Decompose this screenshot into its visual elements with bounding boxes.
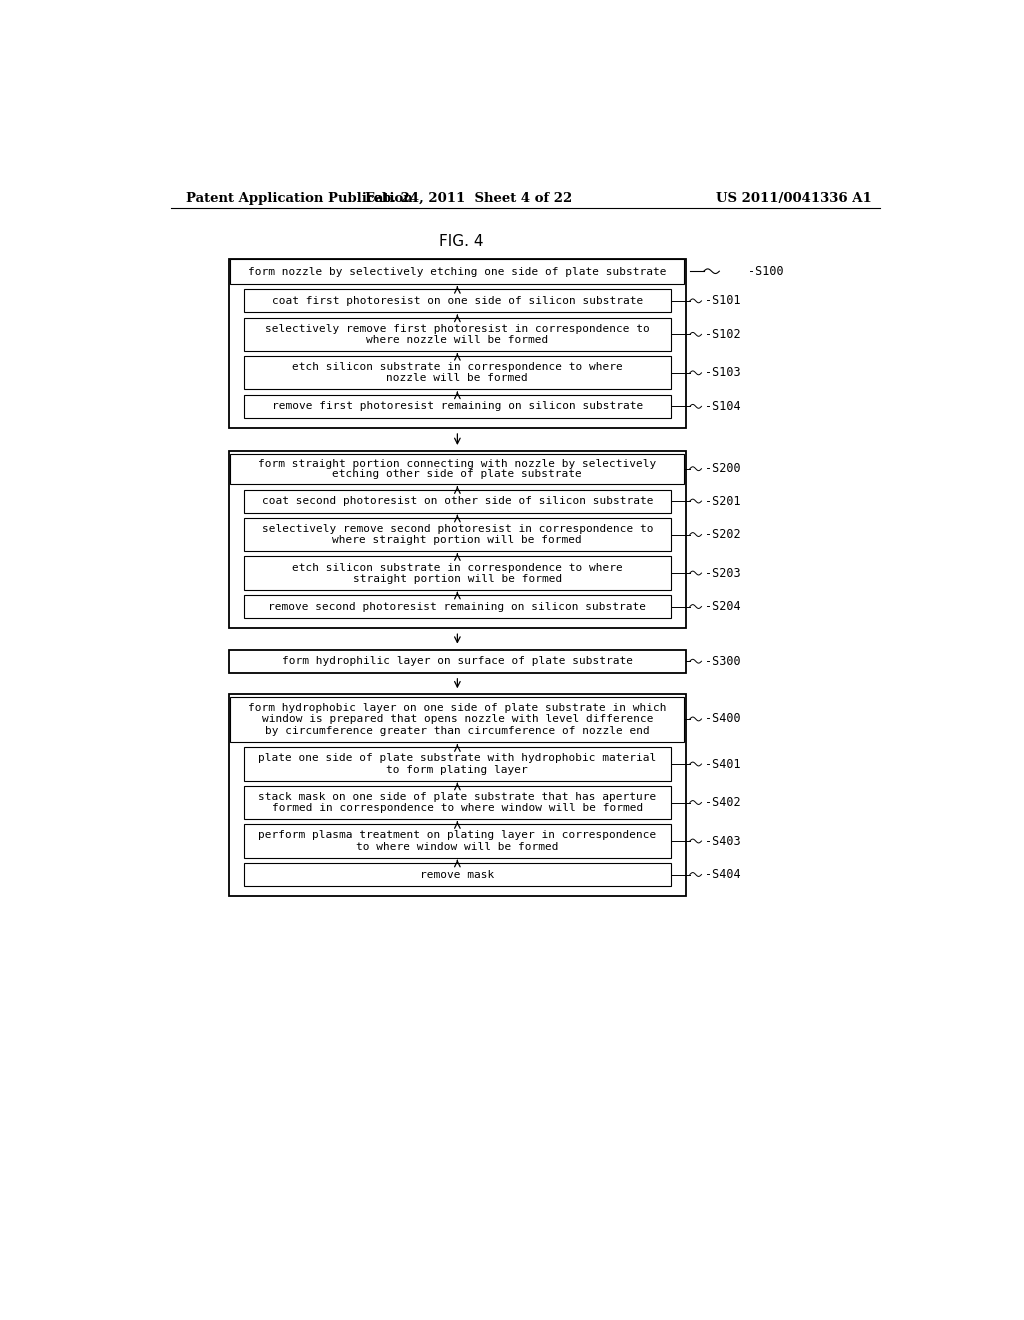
Text: by circumference greater than circumference of nozzle end: by circumference greater than circumfere… <box>265 726 650 735</box>
Text: -S300: -S300 <box>706 655 741 668</box>
Bar <box>245 395 671 418</box>
Text: formed in correspondence to where window will be formed: formed in correspondence to where window… <box>271 803 643 813</box>
Text: window is prepared that opens nozzle with level difference: window is prepared that opens nozzle wit… <box>261 714 653 725</box>
Text: form straight portion connecting with nozzle by selectively: form straight portion connecting with no… <box>258 459 656 469</box>
Bar <box>245 356 671 389</box>
Text: nozzle will be formed: nozzle will be formed <box>386 374 528 383</box>
Text: -S103: -S103 <box>706 367 741 379</box>
Text: where nozzle will be formed: where nozzle will be formed <box>367 335 549 345</box>
Text: selectively remove first photoresist in correspondence to: selectively remove first photoresist in … <box>265 323 650 334</box>
Bar <box>245 318 671 351</box>
Text: -S201: -S201 <box>706 495 741 508</box>
Text: -S400: -S400 <box>706 713 741 726</box>
Text: coat first photoresist on one side of silicon substrate: coat first photoresist on one side of si… <box>271 296 643 306</box>
Bar <box>245 747 671 780</box>
Bar <box>245 595 671 618</box>
Text: etching other side of plate substrate: etching other side of plate substrate <box>333 469 583 479</box>
Text: selectively remove second photoresist in correspondence to: selectively remove second photoresist in… <box>261 524 653 535</box>
Text: form hydrophobic layer on one side of plate substrate in which: form hydrophobic layer on one side of pl… <box>248 704 667 713</box>
Text: straight portion will be formed: straight portion will be formed <box>352 574 562 583</box>
Text: -S203: -S203 <box>706 566 741 579</box>
Text: stack mask on one side of plate substrate that has aperture: stack mask on one side of plate substrat… <box>258 792 656 803</box>
Text: Feb. 24, 2011  Sheet 4 of 22: Feb. 24, 2011 Sheet 4 of 22 <box>366 191 572 205</box>
Text: FIG. 4: FIG. 4 <box>439 234 483 249</box>
Text: -S403: -S403 <box>706 834 741 847</box>
Text: -S104: -S104 <box>706 400 741 413</box>
Text: Patent Application Publication: Patent Application Publication <box>186 191 413 205</box>
Bar <box>228 649 686 673</box>
Text: -S200: -S200 <box>706 462 741 475</box>
Bar <box>245 557 671 590</box>
Text: form hydrophilic layer on surface of plate substrate: form hydrophilic layer on surface of pla… <box>282 656 633 667</box>
Bar <box>230 697 684 742</box>
Text: to form plating layer: to form plating layer <box>386 764 528 775</box>
Text: coat second photoresist on other side of silicon substrate: coat second photoresist on other side of… <box>261 496 653 506</box>
Text: to where window will be formed: to where window will be formed <box>356 842 559 851</box>
Text: -S404: -S404 <box>706 869 741 880</box>
Text: -S100: -S100 <box>748 265 783 277</box>
Bar <box>245 289 671 313</box>
Bar <box>230 259 684 284</box>
Bar <box>245 825 671 858</box>
Text: perform plasma treatment on plating layer in correspondence: perform plasma treatment on plating laye… <box>258 830 656 841</box>
Text: etch silicon substrate in correspondence to where: etch silicon substrate in correspondence… <box>292 562 623 573</box>
Text: remove mask: remove mask <box>420 870 495 879</box>
Bar <box>245 490 671 512</box>
Text: -S402: -S402 <box>706 796 741 809</box>
Bar <box>245 517 671 552</box>
Text: -S101: -S101 <box>706 294 741 308</box>
Bar <box>245 863 671 886</box>
Text: US 2011/0041336 A1: US 2011/0041336 A1 <box>716 191 872 205</box>
Bar <box>245 785 671 818</box>
Text: remove first photoresist remaining on silicon substrate: remove first photoresist remaining on si… <box>271 401 643 412</box>
Text: plate one side of plate substrate with hydrophobic material: plate one side of plate substrate with h… <box>258 754 656 763</box>
Text: etch silicon substrate in correspondence to where: etch silicon substrate in correspondence… <box>292 362 623 372</box>
Bar <box>230 454 684 484</box>
Text: remove second photoresist remaining on silicon substrate: remove second photoresist remaining on s… <box>268 602 646 611</box>
Bar <box>228 451 686 628</box>
Text: where straight portion will be formed: where straight portion will be formed <box>333 535 583 545</box>
Bar <box>228 694 686 896</box>
Text: form nozzle by selectively etching one side of plate substrate: form nozzle by selectively etching one s… <box>248 267 667 277</box>
Bar <box>228 259 686 428</box>
Text: -S202: -S202 <box>706 528 741 541</box>
Text: -S204: -S204 <box>706 601 741 612</box>
Text: -S102: -S102 <box>706 327 741 341</box>
Text: -S401: -S401 <box>706 758 741 771</box>
